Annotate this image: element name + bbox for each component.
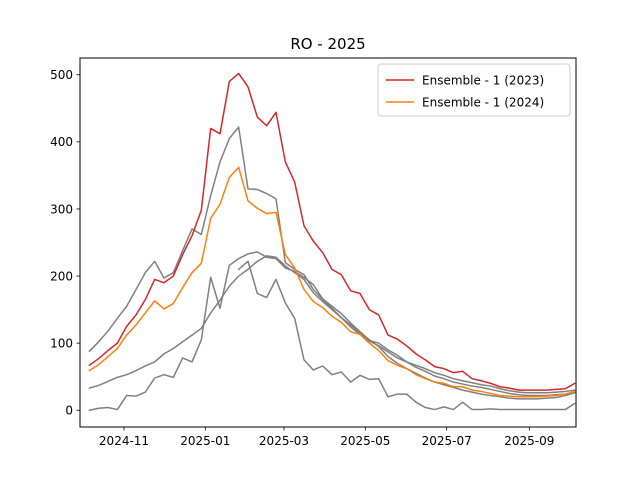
series-line-2 [88, 255, 576, 397]
series-line-6 [88, 166, 576, 398]
series-layer [88, 72, 576, 411]
y-tick-label: 300 [50, 202, 73, 216]
y-tick-label: 500 [50, 68, 73, 82]
x-tick-label: 2024-11 [99, 434, 149, 448]
x-axis: 2024-11 2025-01 2025-03 2025-05 2025-07 2025-… [99, 427, 554, 448]
y-axis: 0 100 200 300 400 500 [50, 68, 80, 418]
series-line-3 [88, 251, 576, 411]
legend-label: Ensemble - 1 (2023) [422, 73, 544, 87]
x-tick-label: 2025-09 [504, 434, 554, 448]
y-tick-label: 200 [50, 269, 73, 283]
x-tick-label: 2025-05 [340, 434, 390, 448]
plot-frame [79, 57, 577, 428]
legend-label: Ensemble - 1 (2024) [422, 95, 544, 109]
x-tick-label: 2025-07 [422, 434, 472, 448]
x-tick-label: 2025-01 [180, 434, 230, 448]
y-tick-label: 400 [50, 135, 73, 149]
series-line-4 [237, 260, 576, 411]
y-tick-label: 100 [50, 336, 73, 350]
chart-title: RO - 2025 [290, 35, 365, 53]
legend-box [377, 63, 571, 117]
x-tick-label: 2025-03 [259, 434, 309, 448]
series-line-1 [88, 126, 576, 394]
y-tick-label: 0 [65, 404, 73, 418]
legend: Ensemble - 1 (2023) Ensemble - 1 (2024) [377, 63, 571, 117]
series-line-5 [88, 72, 576, 391]
